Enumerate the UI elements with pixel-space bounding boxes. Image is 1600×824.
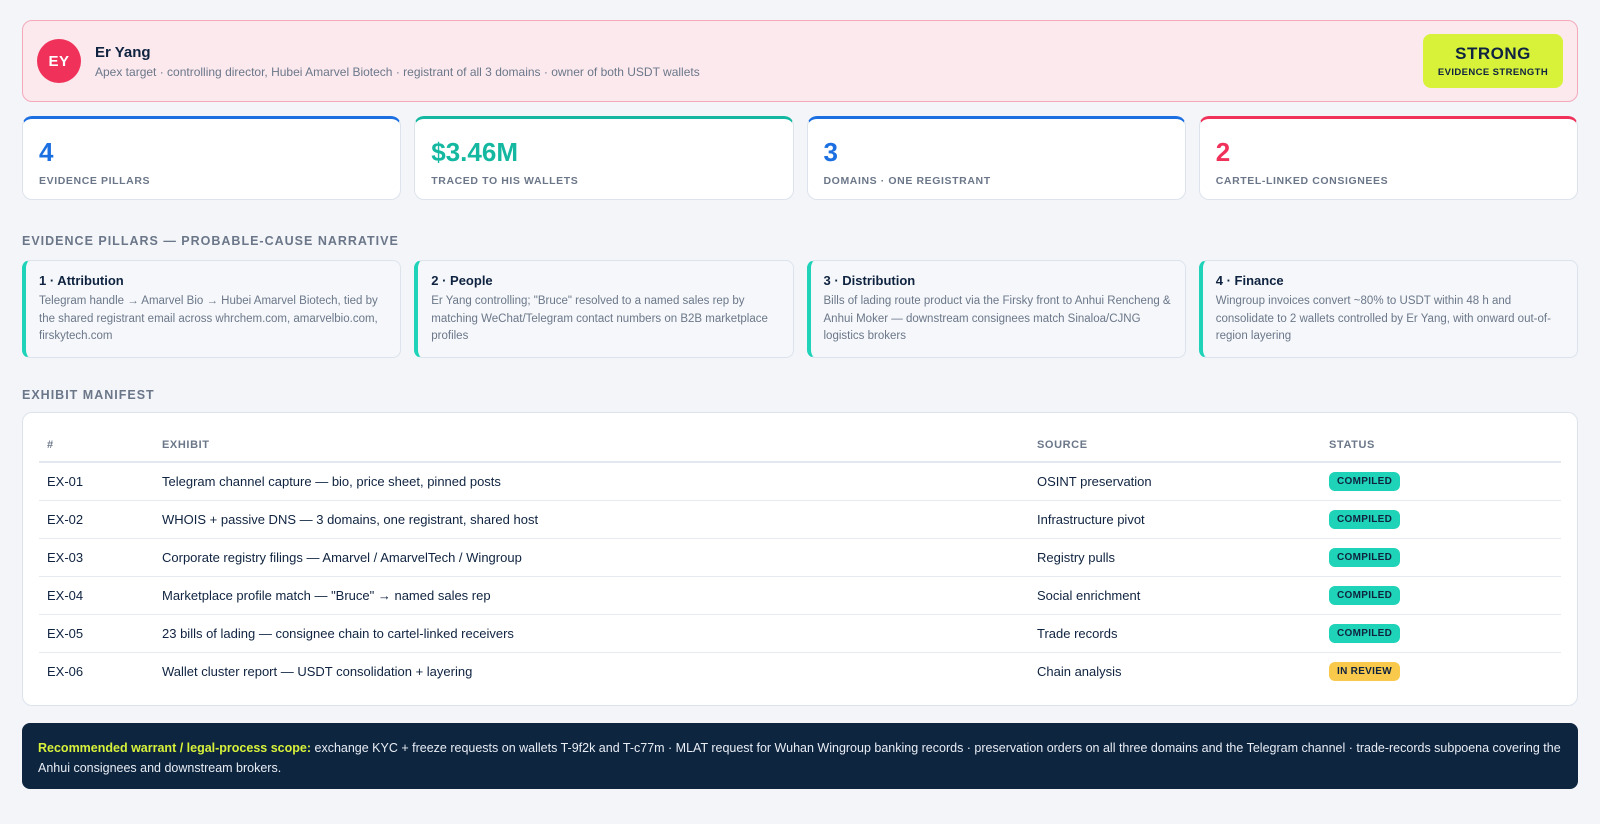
- table-row: EX-03 Corporate registry filings — Amarve…: [39, 538, 1561, 577]
- exhibit-title: WHOIS + passive DNS — 3 domains, one reg…: [154, 500, 1029, 539]
- exhibit-source: OSINT preservation: [1029, 462, 1321, 501]
- pillar-body: Wingroup invoices convert ~80% to USDT w…: [1215, 295, 1551, 342]
- status-badge: COMPILED: [1329, 471, 1401, 491]
- stat-label: CARTEL-LINKED CONSIGNEES: [1215, 175, 1389, 187]
- stat-value: 2: [1215, 137, 1231, 167]
- exhibit-title: 23 bills of lading — consignee chain to …: [154, 614, 1029, 653]
- status-badge: COMPILED: [1329, 509, 1401, 529]
- table-row: EX-02 WHOIS + passive DNS — 3 domains, on…: [39, 500, 1561, 539]
- pillar-title: 2 · People: [431, 273, 493, 288]
- stat-label: TRACED TO HIS WALLETS: [431, 175, 579, 187]
- status-badge: IN REVIEW: [1329, 661, 1400, 681]
- exhibit-source: Infrastructure pivot: [1029, 500, 1321, 539]
- exhibit-id: EX-06: [47, 663, 84, 679]
- column-header-source: SOURCE: [1029, 428, 1321, 463]
- exhibit-source: Social enrichment: [1029, 576, 1321, 615]
- stat-value: 3: [823, 137, 838, 167]
- exhibit-id: EX-01: [39, 462, 154, 501]
- stats-row: 4 EVIDENCE PILLARS $3.46M TRACED TO HIS …: [22, 116, 1578, 200]
- table-row: EX-04 Marketplace profile match — "Bruce"…: [39, 576, 1561, 615]
- stat-card: 4 EVIDENCE PILLARS: [22, 116, 402, 200]
- exhibit-source: Chain analysis: [1037, 663, 1122, 679]
- pillar-body: Bills of lading route product via the Fi…: [823, 295, 1171, 342]
- exhibit-status-cell: COMPILED: [1321, 500, 1561, 539]
- column-header-exhibit: EXHIBIT: [154, 428, 1029, 463]
- status-badge: COMPILED: [1329, 623, 1401, 643]
- stat-value: 4: [39, 137, 54, 167]
- table-row: EX-01 Telegram channel capture — bio, pri…: [39, 462, 1561, 501]
- exhibit-title: Telegram channel capture — bio, price sh…: [154, 462, 1029, 501]
- exhibit-source: Trade records: [1029, 614, 1321, 653]
- status-badge: COMPILED: [1329, 585, 1401, 605]
- exhibit-table: # EXHIBIT SOURCE STATUS EX-01 Telegram ch…: [39, 428, 1561, 690]
- column-header-status: STATUS: [1321, 428, 1561, 463]
- exhibit-status-cell: IN REVIEW: [1321, 652, 1561, 690]
- pillar-card: 4 · Finance Wingroup invoices convert ~8…: [1198, 260, 1578, 358]
- pillar-title: 1 · Attribution: [39, 273, 124, 288]
- evidence-strength-badge: STRONG EVIDENCE STRENGTH: [1423, 34, 1563, 88]
- exhibit-id: EX-04: [39, 576, 154, 615]
- evidence-strength-value: STRONG: [1455, 44, 1531, 63]
- subject-description: Apex target · controlling director, Hube…: [95, 64, 700, 79]
- pillar-body: Telegram handle → Amarvel Bio → Hubei Am…: [39, 295, 378, 342]
- exhibit-id: EX-02: [39, 500, 154, 539]
- exhibit-source: Registry pulls: [1029, 538, 1321, 577]
- status-badge: COMPILED: [1329, 547, 1401, 567]
- subject-card: EY Er Yang Apex target · controlling dir…: [22, 20, 1578, 102]
- table-row: EX-06 Wallet cluster report — USDT consol…: [39, 652, 1561, 690]
- pillar-card: 3 · Distribution Bills of lading route p…: [806, 260, 1186, 358]
- stat-label: EVIDENCE PILLARS: [39, 175, 151, 187]
- recommendation-label: Recommended warrant / legal-process scop…: [38, 741, 312, 755]
- dossier-page: EY Er Yang Apex target · controlling dir…: [22, 20, 1578, 789]
- subject-name: Er Yang: [95, 43, 151, 61]
- evidence-strength-label: EVIDENCE STRENGTH: [1437, 67, 1549, 78]
- exhibit-id: EX-03: [39, 538, 154, 577]
- pillar-card: 1 · Attribution Telegram handle → Amarve…: [22, 260, 402, 358]
- pillar-title: 3 · Distribution: [823, 273, 916, 288]
- pillar-card: 2 · People Er Yang controlling; "Bruce" …: [414, 260, 794, 358]
- stat-label: DOMAINS · ONE REGISTRANT: [823, 175, 991, 187]
- table-row: EX-05 23 bills of lading — consignee chai…: [39, 614, 1561, 653]
- exhibit-title: Wallet cluster report — USDT consolidati…: [162, 663, 473, 679]
- stat-card: 3 DOMAINS · ONE REGISTRANT: [806, 116, 1186, 200]
- subject-info: Er Yang Apex target · controlling direct…: [95, 44, 700, 79]
- exhibit-id: EX-05: [39, 614, 154, 653]
- exhibit-title: Corporate registry filings — Amarvel / A…: [154, 538, 1029, 577]
- column-header-id: #: [39, 428, 154, 463]
- avatar: EY: [37, 39, 81, 83]
- exhibit-title: Marketplace profile match — "Bruce" → na…: [154, 576, 1029, 615]
- table-header-row: # EXHIBIT SOURCE STATUS: [39, 428, 1561, 463]
- manifest-section-title: EXHIBIT MANIFEST: [22, 388, 155, 402]
- pillar-body: Er Yang controlling; "Bruce" resolved to…: [431, 295, 768, 342]
- stat-value: $3.46M: [431, 137, 518, 167]
- recommendation-text: exchange KYC + freeze requests on wallet…: [38, 741, 1561, 775]
- pillar-title: 4 · Finance: [1215, 273, 1284, 288]
- recommendation-banner: Recommended warrant / legal-process scop…: [22, 723, 1578, 789]
- exhibit-status-cell: COMPILED: [1321, 462, 1561, 501]
- exhibit-status-cell: COMPILED: [1321, 538, 1561, 577]
- exhibit-status-cell: COMPILED: [1321, 576, 1561, 615]
- pillars-row: 1 · Attribution Telegram handle → Amarve…: [22, 260, 1578, 358]
- exhibit-table-body: EX-01 Telegram channel capture — bio, pri…: [39, 462, 1561, 690]
- stat-card: $3.46M TRACED TO HIS WALLETS: [414, 116, 794, 200]
- exhibit-status-cell: COMPILED: [1321, 614, 1561, 653]
- exhibit-manifest-card: # EXHIBIT SOURCE STATUS EX-01 Telegram ch…: [22, 412, 1578, 706]
- stat-card: 2 CARTEL-LINKED CONSIGNEES: [1198, 116, 1578, 200]
- pillars-section-title: EVIDENCE PILLARS — PROBABLE-CAUSE NARRAT…: [22, 234, 399, 248]
